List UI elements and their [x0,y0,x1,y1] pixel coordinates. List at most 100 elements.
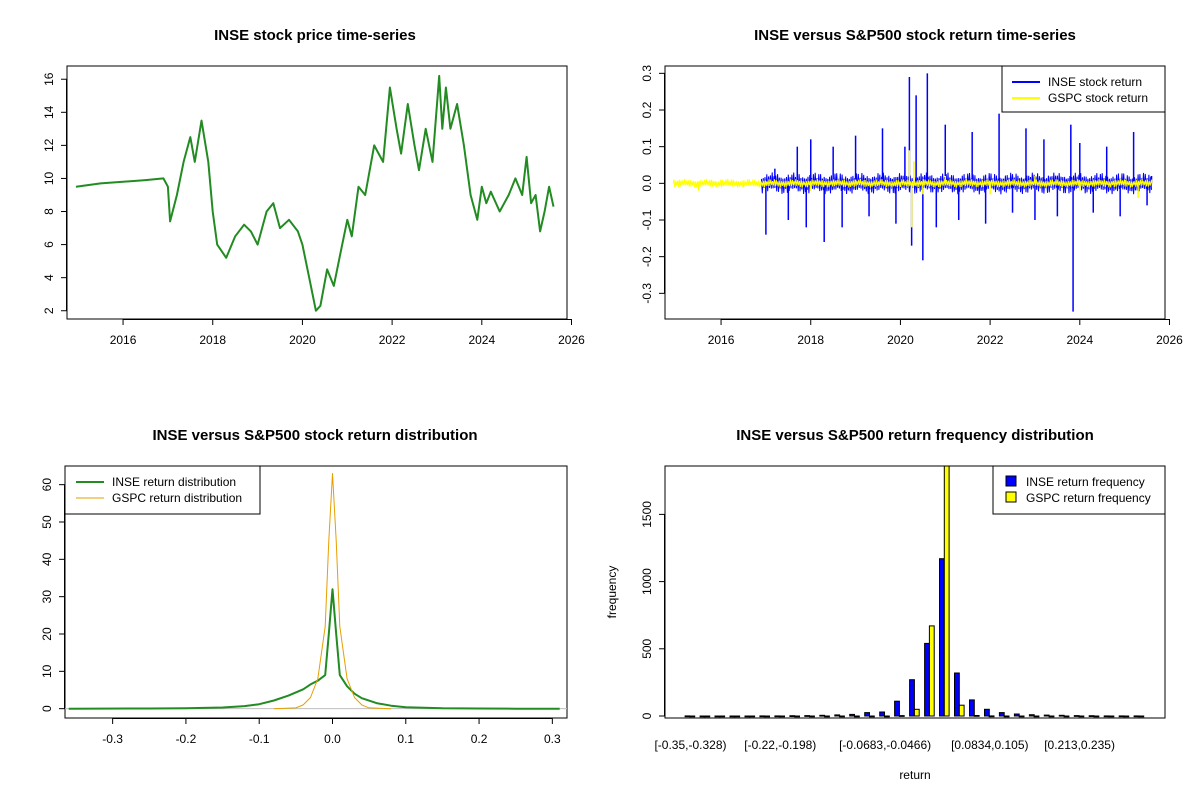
panel2-series [673,73,1153,312]
inse-frequency-bar [1133,715,1140,718]
panel-return-timeseries: INSE versus S&P500 stock return time-ser… [640,27,1183,347]
gspc-frequency-bar [719,715,726,718]
panel-frequency-histogram: INSE versus S&P500 return frequency dist… [605,427,1166,782]
x-tick-label: -0.3 [102,732,123,746]
inse-frequency-bar [774,715,781,718]
panel-price-timeseries: INSE stock price time-series 2016 2018 202… [42,27,585,347]
x-tick-label: 2022 [977,333,1004,347]
inse-frequency-bar [684,715,691,718]
y-tick-label: 2 [42,307,56,314]
gspc-density-line [273,473,392,710]
inse-frequency-bar [699,715,706,718]
panel2-legend-box [1001,65,1166,113]
x-tick-label: 2026 [558,333,585,347]
panel4-y-axis: 0 500 1000 1500 [640,501,665,719]
panel4-y-axis-label: frequency [605,566,619,619]
panel1-y-axis: 2 4 6 8 10 12 14 16 [42,72,67,314]
gspc-frequency-bar [973,715,980,717]
panel3-title: INSE versus S&P500 stock return distribu… [152,427,477,444]
gspc-frequency-bar [1048,715,1055,718]
inse-frequency-bar [909,679,915,717]
x-tick-label: 2024 [1066,333,1093,347]
panel2-legend-label-inse: INSE stock return [1048,75,1142,89]
panel3-series [65,473,567,710]
panel3-x-axis: -0.3 -0.2 -0.1 0.0 0.1 0.2 0.3 [102,718,561,746]
y-tick-label: 0 [640,712,654,719]
price-series-line [75,74,555,312]
inse-frequency-bar [998,712,1005,717]
gspc-frequency-bar [869,715,875,718]
panel4-x-axis-label: return [899,768,930,782]
gspc-frequency-bar [958,704,965,717]
gspc-frequency-bar [1063,715,1070,718]
gspc-frequency-bar [1018,715,1025,718]
x-tick-label: 2016 [708,333,735,347]
x-tick-label: [0.213,0.235) [1044,738,1115,752]
inse-frequency-bar [879,711,886,717]
inse-frequency-bar [804,715,811,717]
panel3-legend-label-gspc: GSPC return distribution [112,491,242,505]
panel4-legend-key-inse [1005,475,1017,487]
x-tick-label: 2018 [797,333,824,347]
y-tick-label: 40 [40,552,54,566]
y-tick-label: 10 [42,171,56,185]
gspc-frequency-bar [689,715,696,718]
inse-frequency-bar [969,699,975,717]
gspc-frequency-bar [913,708,920,717]
inse-frequency-bar [1088,715,1095,718]
panel4-bars [684,465,1145,718]
inse-frequency-bar [1043,714,1050,717]
x-tick-label: [-0.22,-0.198) [744,738,816,752]
panel2-legend: INSE stock return GSPC stock return [1001,65,1166,113]
y-tick-label: 8 [42,208,56,215]
inse-frequency-bar [729,715,736,718]
gspc-frequency-bar [988,715,995,718]
inse-frequency-bar [819,714,826,717]
panel2-legend-label-gspc: GSPC stock return [1048,91,1148,105]
panel4-legend-key-gspc [1005,491,1017,503]
y-tick-label: -0.3 [640,283,654,304]
panel3-legend: INSE return distribution GSPC return dis… [64,465,261,515]
x-tick-label: [0.0834,0.105) [951,738,1028,752]
panel-return-distribution: INSE versus S&P500 stock return distribu… [40,427,568,746]
inse-frequency-bar [1028,714,1035,717]
y-tick-label: 10 [40,664,54,678]
gspc-frequency-bar [704,715,711,718]
x-tick-label: -0.2 [176,732,197,746]
gspc-frequency-bar [779,715,786,718]
gspc-frequency-bar [1123,715,1130,718]
panel3-legend-box [64,465,261,515]
y-tick-label: 4 [42,274,56,281]
gspc-frequency-bar [854,715,860,718]
gspc-frequency-bar [1093,715,1100,718]
inse-frequency-bar [849,713,856,717]
panel4-legend: INSE return frequency GSPC return freque… [992,465,1166,515]
y-tick-label: 500 [640,638,654,658]
panel3-y-axis: 0 10 20 30 40 50 60 [40,478,65,712]
gspc-frequency-bar [734,715,741,718]
inse-frequency-bar [939,558,945,717]
panel4-legend-label-inse: INSE return frequency [1026,475,1145,489]
panel4-x-axis: [-0.35,-0.328) [-0.22,-0.198) [-0.0683,-0.… [654,738,1114,752]
gspc-frequency-bar [839,715,845,718]
x-tick-label: [-0.35,-0.328) [654,738,726,752]
gspc-frequency-bar [1108,715,1115,718]
gspc-frequency-bar [943,465,950,717]
gspc-return-band [673,178,1152,188]
y-tick-label: -0.1 [640,209,654,230]
panel2-x-axis: 2016 2018 2020 2022 2024 2026 [708,319,1183,347]
inse-frequency-bar [894,700,900,717]
inse-frequency-bar [1013,713,1020,717]
y-tick-label: 0.2 [640,101,654,118]
gspc-frequency-bar [794,715,801,718]
y-tick-label: 0 [40,705,54,712]
y-tick-label: 12 [42,138,56,152]
y-tick-label: 14 [42,105,56,119]
gspc-frequency-bar [809,715,815,718]
inse-frequency-bar [714,715,721,718]
inse-frequency-bar [1103,715,1110,718]
panel2-title: INSE versus S&P500 stock return time-ser… [754,27,1076,44]
x-tick-label: 0.0 [324,732,341,746]
gspc-frequency-bar [898,715,905,717]
